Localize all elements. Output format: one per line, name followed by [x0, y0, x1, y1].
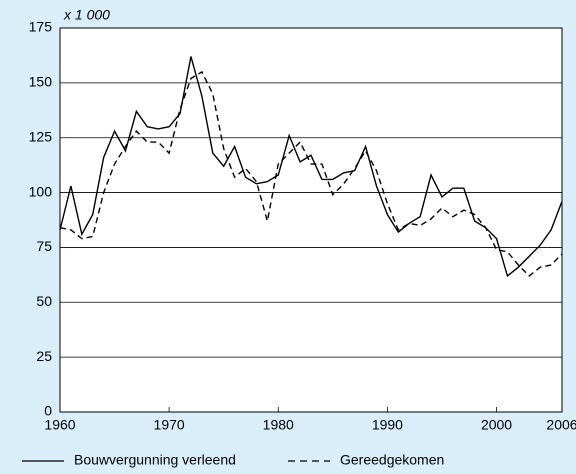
- plot-area: [60, 28, 562, 412]
- y-tick-label: 0: [44, 403, 52, 419]
- x-tick-label: 1960: [44, 417, 75, 433]
- x-tick-label: 1990: [372, 417, 403, 433]
- x-tick-label: 2006: [546, 417, 576, 433]
- x-tick-label: 2000: [481, 417, 512, 433]
- y-tick-label: 125: [29, 128, 53, 144]
- y-tick-label: 50: [36, 293, 52, 309]
- x-tick-label: 1980: [263, 417, 294, 433]
- y-tick-label: 100: [29, 183, 53, 199]
- y-tick-label: 25: [36, 348, 52, 364]
- legend-label: Bouwvergunning verleend: [74, 452, 236, 468]
- series-line: [59, 56, 563, 278]
- y-tick-label: 150: [29, 74, 53, 90]
- y-tick-label: 175: [29, 19, 53, 35]
- series-line: [59, 70, 563, 277]
- y-axis-unit: x 1 000: [63, 7, 110, 23]
- x-tick-label: 1970: [154, 417, 185, 433]
- legend-label: Gereedgekomen: [340, 452, 444, 468]
- y-tick-label: 75: [36, 238, 52, 254]
- plot-border: [59, 27, 563, 413]
